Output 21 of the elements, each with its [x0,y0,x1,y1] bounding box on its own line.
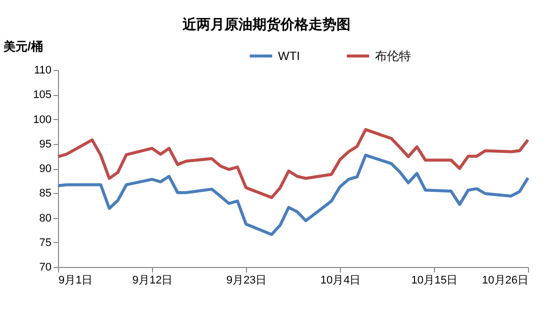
x-tick-label: 9月23日 [226,274,267,286]
y-tick-label: 80 [39,212,52,224]
x-tick-label: 9月1日 [58,274,93,286]
x-tick-label: 10月4日 [320,274,361,286]
x-tick-label: 10月26日 [482,274,528,286]
y-tick-label: 110 [34,64,52,76]
legend-label: WTI [278,49,300,63]
chart-title: 近两月原油期货价格走势图 [181,16,350,32]
y-tick-label: 100 [33,114,52,126]
y-tick-label: 75 [39,236,52,249]
y-tick-label: 105 [33,89,52,102]
y-tick-label: 90 [39,163,52,175]
y-tick-label: 70 [39,262,52,274]
x-tick-label: 10月15日 [411,274,458,286]
y-tick-label: 85 [39,188,52,200]
line-series [56,128,530,200]
line-series [56,154,530,236]
legend-label: 布伦特 [375,49,411,63]
y-tick-label: 95 [39,138,52,150]
x-tick-label: 9月12日 [132,274,173,286]
y-axis-title: 美元/桶 [2,40,43,54]
